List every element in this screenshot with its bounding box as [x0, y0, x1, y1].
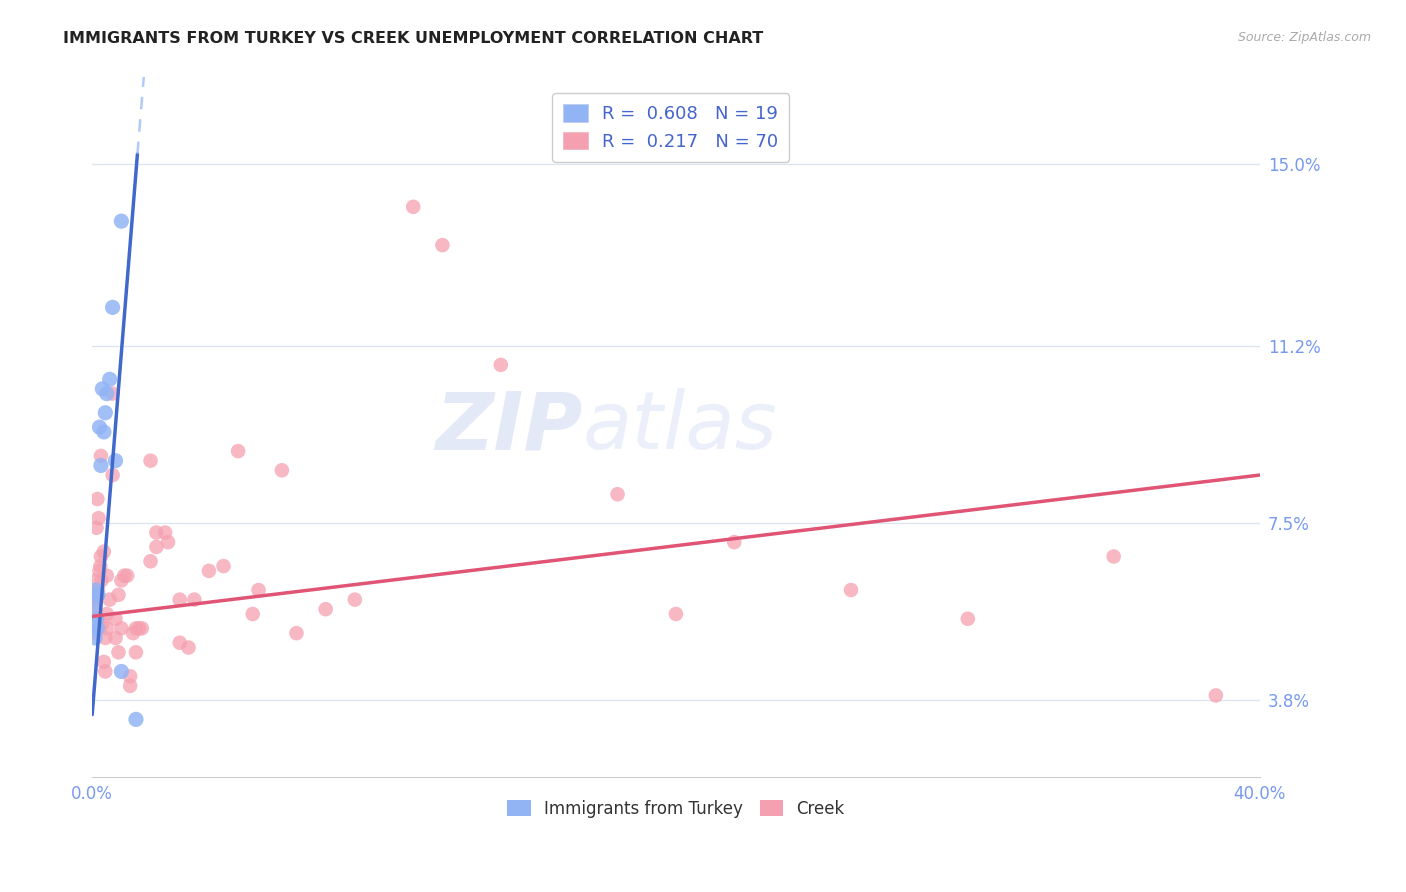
Point [84, 574, 107, 588]
Point [84, 582, 107, 597]
Point [101, 468, 124, 483]
Point [96, 621, 118, 635]
Point [606, 487, 628, 501]
Point [89, 559, 111, 574]
Point [169, 636, 191, 650]
Point [226, 444, 249, 458]
Text: IMMIGRANTS FROM TURKEY VS CREEK UNEMPLOYMENT CORRELATION CHART: IMMIGRANTS FROM TURKEY VS CREEK UNEMPLOY… [63, 31, 763, 46]
Point [101, 301, 124, 315]
Point [104, 612, 127, 626]
Point [101, 386, 124, 401]
Point [93, 545, 115, 559]
Point [139, 554, 162, 568]
Point [93, 655, 115, 669]
Point [98, 372, 121, 386]
Point [169, 592, 191, 607]
Point [107, 588, 129, 602]
Point [131, 621, 153, 635]
Point [1205, 689, 1227, 703]
Point [90, 449, 112, 463]
Point [86, 612, 108, 626]
Point [270, 463, 292, 477]
Point [98, 592, 121, 607]
Point [112, 568, 135, 582]
Point [120, 669, 142, 683]
Point [84, 626, 107, 640]
Point [87, 616, 110, 631]
Point [125, 621, 148, 635]
Point [665, 607, 688, 621]
Point [110, 214, 132, 228]
Point [86, 491, 108, 506]
Point [489, 358, 512, 372]
Point [94, 406, 117, 420]
Point [432, 238, 454, 252]
Point [198, 564, 221, 578]
Point [90, 458, 112, 473]
Point [157, 535, 180, 549]
Point [110, 665, 132, 679]
Point [402, 200, 425, 214]
Point [96, 607, 118, 621]
Point [104, 453, 127, 467]
Point [94, 665, 117, 679]
Point [104, 631, 127, 645]
Point [723, 535, 745, 549]
Point [122, 626, 145, 640]
Point [87, 588, 110, 602]
Point [94, 631, 117, 645]
Point [84, 592, 107, 607]
Point [315, 602, 337, 616]
Point [91, 616, 114, 631]
Point [839, 582, 862, 597]
Point [145, 540, 167, 554]
Point [183, 592, 205, 607]
Point [125, 645, 148, 659]
Point [89, 420, 111, 434]
Point [139, 453, 162, 467]
Point [115, 568, 138, 582]
Point [110, 574, 132, 588]
Point [87, 582, 110, 597]
Point [1102, 549, 1125, 564]
Point [90, 574, 112, 588]
Point [125, 712, 148, 726]
Point [86, 612, 108, 626]
Point [83, 602, 105, 616]
Text: Source: ZipAtlas.com: Source: ZipAtlas.com [1237, 31, 1371, 45]
Point [956, 612, 979, 626]
Point [177, 640, 200, 655]
Point [343, 592, 366, 607]
Point [87, 511, 110, 525]
Point [242, 607, 264, 621]
Point [86, 521, 108, 535]
Point [247, 582, 270, 597]
Point [90, 549, 112, 564]
Text: atlas: atlas [582, 388, 778, 467]
Point [145, 525, 167, 540]
Point [107, 645, 129, 659]
Point [212, 559, 235, 574]
Point [153, 525, 176, 540]
Point [285, 626, 308, 640]
Point [110, 621, 132, 635]
Text: ZIP: ZIP [434, 388, 582, 467]
Point [89, 564, 111, 578]
Point [84, 616, 107, 631]
Point [96, 386, 118, 401]
Point [84, 631, 107, 645]
Point [93, 425, 115, 439]
Point [128, 621, 150, 635]
Legend: Immigrants from Turkey, Creek: Immigrants from Turkey, Creek [501, 793, 851, 824]
Point [86, 621, 108, 635]
Point [83, 598, 105, 612]
Point [83, 588, 105, 602]
Point [91, 382, 114, 396]
Point [96, 568, 118, 582]
Point [89, 621, 111, 635]
Point [120, 679, 142, 693]
